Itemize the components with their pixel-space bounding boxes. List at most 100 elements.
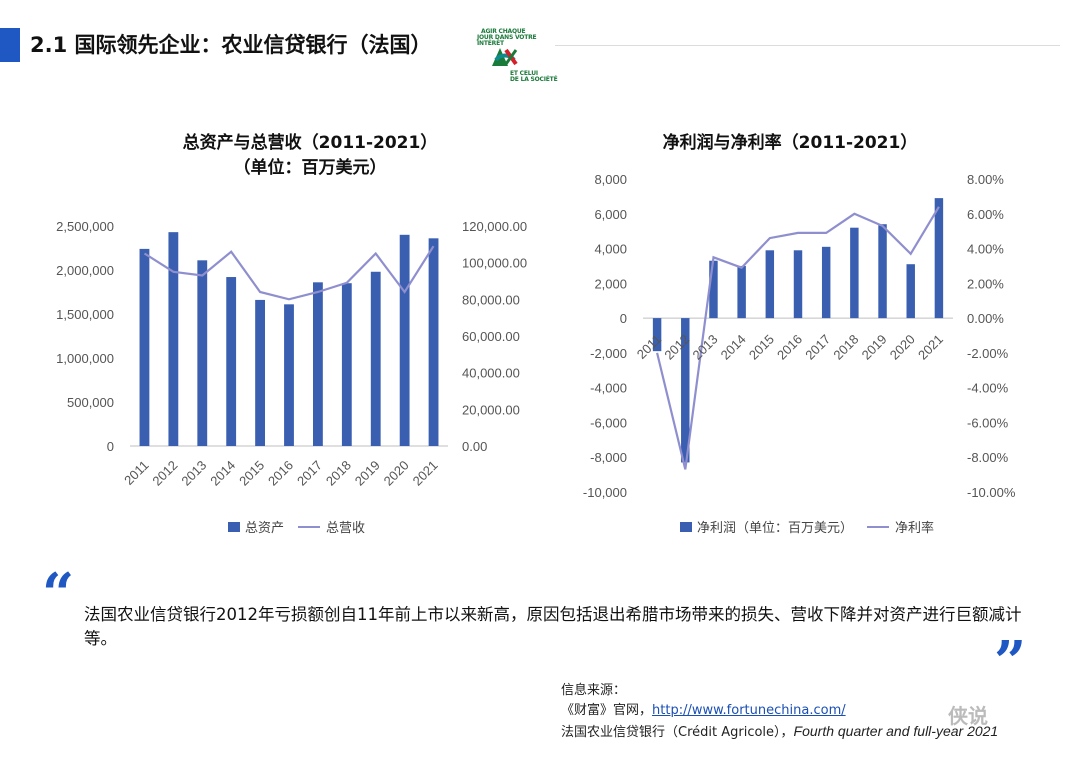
source-line-2: 法国农业信贷银行（Crédit Agricole），Fourth quarter…	[561, 721, 1061, 743]
chart2-xtick-label: 2014	[718, 332, 749, 363]
logo-tagline-3: INTÉRÊT	[477, 40, 504, 47]
chart2-y2tick-label: -10.00%	[967, 485, 1016, 500]
chart2-xtick-label: 2017	[802, 332, 833, 363]
source-label: 信息来源：	[561, 683, 627, 698]
open-quote-mark: “	[42, 561, 75, 627]
chart2-bar	[765, 250, 775, 319]
chart2-bar	[850, 227, 859, 319]
chart2-bar	[681, 318, 690, 463]
chart2-bar	[652, 318, 662, 352]
chart1-bar	[284, 304, 294, 446]
chart1-legend-bar-swatch	[228, 522, 240, 532]
chart2-xtick-label: 2013	[690, 332, 721, 363]
chart2-ytick-label: 2,000	[594, 276, 627, 291]
chart2-xtick-label: 2016	[774, 332, 805, 363]
chart2-ytick-label: -10,000	[583, 485, 627, 500]
source-line-1: 《财富》官网，http://www.fortunechina.com/	[561, 701, 1061, 721]
chart2-ytick-label: 4,000	[594, 242, 627, 257]
chart1-bar	[255, 299, 266, 446]
chart1-xtick-label: 2015	[236, 458, 267, 489]
chart1-xtick-label: 2011	[121, 458, 151, 488]
chart1-subtitle: （单位：百万美元）	[233, 158, 387, 178]
chart2-legend-line-label: 净利率	[895, 520, 934, 536]
chart2-y2tick-label: 2.00%	[967, 276, 1004, 291]
chart2-ytick-label: 0	[620, 311, 627, 326]
chart2-profit-margin: -10,000 -8,000 -6,000 -4,000 -2,000 0 2,000 4,0…	[583, 172, 1016, 536]
close-quote-mark: ”	[994, 629, 1027, 695]
source-2-report: Fourth quarter and full-year 2021	[793, 723, 999, 739]
chart1-y2tick-label: 100,000.00	[462, 256, 527, 271]
chart1-bar	[399, 234, 410, 446]
chart2-ytick-label: -6,000	[590, 415, 627, 430]
chart2-bar	[878, 224, 887, 319]
chart1-bar	[312, 282, 323, 446]
chart2-xtick-label: 2018	[830, 332, 861, 363]
chart1-ytick-label: 2,500,000	[56, 219, 114, 234]
chart2-title: 净利润与净利率（2011-2021）	[662, 133, 918, 153]
chart1-title-block: 总资产与总营收（2011-2021） （单位：百万美元）	[140, 131, 480, 181]
chart2-line-series	[656, 206, 940, 470]
chart1-xtick-label: 2016	[265, 458, 296, 489]
chart1-y2tick-label: 120,000.00	[462, 219, 527, 234]
chart1-legend-bar-label: 总资产	[245, 521, 284, 536]
summary-text: 法国农业信贷银行2012年亏损额创自11年前上市以来新高，原因包括退出希腊市场带…	[84, 605, 1022, 648]
chart1-xtick-label: 2017	[294, 458, 325, 489]
chart1-bar	[226, 277, 237, 446]
chart1-ytick-label: 0	[107, 439, 114, 454]
source-1-name: 《财富》官网，	[561, 703, 653, 718]
chart2-bar	[737, 265, 746, 319]
chart1-ytick-label: 1,000,000	[56, 351, 114, 366]
chart1-xtick-label: 2014	[207, 458, 238, 489]
title-divider	[555, 45, 1060, 46]
chart1-bar	[428, 238, 439, 446]
chart2-y2tick-label: 6.00%	[967, 207, 1004, 222]
logo-tagline-1: AGIR CHAQUE	[481, 28, 526, 35]
chart1-xtick-label: 2013	[178, 458, 209, 489]
logo-tagline-5: DE LA SOCIÉTÉ	[510, 76, 558, 83]
chart1-ytick-label: 1,500,000	[56, 307, 114, 322]
chart1-ytick-label: 2,000,000	[56, 263, 114, 278]
chart1-bar	[370, 271, 381, 446]
chart2-legend-bar-swatch	[680, 522, 692, 532]
chart1-ytick-label: 500,000	[67, 395, 114, 410]
chart2-bar	[934, 198, 944, 319]
chart1-xtick-label: 2020	[381, 458, 412, 489]
logo-mark-icon	[492, 48, 518, 66]
chart2-bar	[906, 264, 915, 319]
source-2-name: 法国农业信贷银行（Crédit Agricole），	[561, 725, 794, 740]
chart2-y2tick-label: -4.00%	[967, 381, 1009, 396]
chart1-xtick-label: 2021	[410, 458, 441, 489]
chart2-y2tick-label: 8.00%	[967, 172, 1004, 187]
chart2-y2tick-label: -6.00%	[967, 415, 1009, 430]
chart2-ytick-label: 8,000	[594, 172, 627, 187]
source-1-link[interactable]: http://www.fortunechina.com/	[652, 703, 846, 718]
chart1-line-series	[143, 245, 435, 301]
chart2-y2tick-label: -2.00%	[967, 346, 1009, 361]
chart1-bar	[341, 283, 352, 446]
chart2-bar	[793, 250, 803, 319]
chart2-xtick-label: 2020	[887, 332, 918, 363]
chart1-bar	[168, 232, 179, 446]
chart1-bar	[197, 260, 208, 446]
chart2-ytick-label: -8,000	[590, 450, 627, 465]
chart1-xtick-label: 2018	[323, 458, 354, 489]
chart1-bar	[139, 248, 150, 446]
chart1-legend-line-label: 总营收	[326, 521, 365, 536]
chart1-assets-revenue: 0 500,000 1,000,000 1,500,000 2,000,000 2,500…	[56, 219, 527, 536]
source-block: 信息来源： 《财富》官网，http://www.fortunechina.com…	[561, 681, 1061, 743]
chart2-y2tick-label: 4.00%	[967, 242, 1004, 257]
chart2-xtick-label: 2015	[746, 332, 777, 363]
chart1-y2tick-label: 0.00	[462, 439, 487, 454]
chart2-xtick-label: 2021	[915, 332, 946, 363]
chart2-bar	[709, 260, 718, 319]
chart2-bar	[821, 246, 831, 319]
chart1-y2tick-label: 40,000.00	[462, 366, 520, 381]
chart1-y2tick-label: 60,000.00	[462, 329, 520, 344]
chart1-y2tick-label: 80,000.00	[462, 292, 520, 307]
chart1-xtick-label: 2019	[352, 458, 383, 489]
chart2-ytick-label: -4,000	[590, 381, 627, 396]
title-accent-bar	[0, 28, 20, 62]
chart2-ytick-label: 6,000	[594, 207, 627, 222]
credit-agricole-logo: AGIR CHAQUE JOUR DANS VOTRE INTÉRÊT ET C…	[462, 14, 558, 90]
